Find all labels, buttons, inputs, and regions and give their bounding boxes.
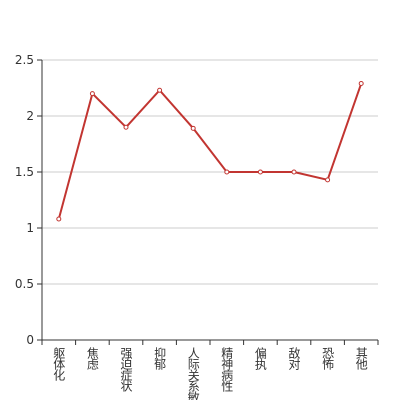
point	[56, 216, 62, 222]
y-tick-label: 1	[26, 221, 34, 235]
x-tick-label: 其他	[354, 347, 368, 370]
point	[157, 87, 163, 93]
point	[190, 125, 196, 131]
x-tick-label: 精神病性	[220, 347, 234, 393]
point	[89, 91, 95, 97]
x-tick-label: 敌对	[287, 346, 301, 370]
x-tick-label: 抑郁	[153, 346, 167, 371]
x-tick-label: 躯体化	[52, 346, 66, 382]
point	[358, 81, 364, 87]
x-tick-label: 人际关系敏感	[186, 347, 200, 400]
x-tick-label: 强迫症状	[119, 347, 133, 392]
x-tick-label: 焦虑	[85, 347, 99, 370]
y-tick-label: 2	[26, 109, 34, 123]
line	[57, 83, 363, 220]
point	[224, 169, 230, 175]
y-tick-label: 0	[26, 333, 34, 347]
x-tick-label: 恐怖	[321, 347, 335, 370]
point	[257, 169, 263, 175]
point	[291, 169, 297, 175]
point	[325, 177, 331, 183]
point	[123, 124, 129, 130]
y-tick-label: 2.5	[15, 53, 34, 67]
x-tick-label: 偏执	[253, 346, 267, 371]
y-tick-label: 0.5	[15, 277, 34, 291]
y-tick-label: 1.5	[15, 165, 34, 179]
